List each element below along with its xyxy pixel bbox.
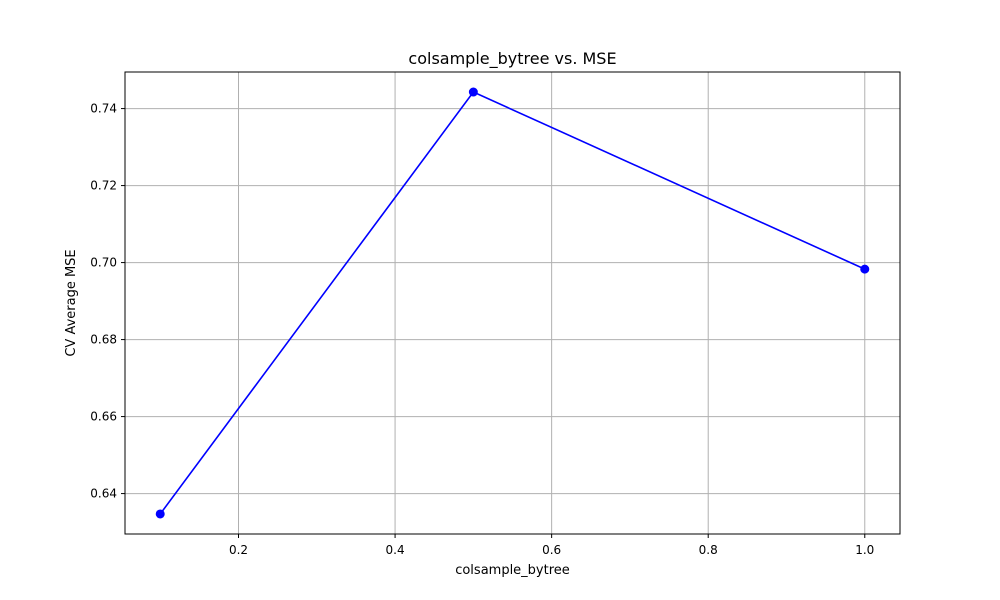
x-tick-label: 0.6 [542,543,561,557]
plot-area-frame [124,71,901,535]
x-tick-label: 0.2 [229,543,248,557]
y-tick-label: 0.74 [90,102,117,116]
y-tick-label: 0.66 [90,410,117,424]
data-point [155,509,165,519]
x-tick-label: 0.4 [386,543,405,557]
grid [125,72,900,534]
x-tick-label: 1.0 [855,543,874,557]
y-tick-label: 0.64 [90,487,117,501]
ticks: 0.2 0.4 0.6 0.8 1.0 0.64 0.66 0.68 0.70 0.72 0.74 [90,102,874,557]
y-tick-label: 0.70 [90,256,117,270]
x-tick-label: 0.8 [699,543,718,557]
y-tick-label: 0.68 [90,333,117,347]
data-point [860,264,870,274]
series-layer [155,87,870,519]
data-point [468,87,478,97]
x-axis-label: colsample_bytree [455,563,570,578]
chart-title: colsample_bytree vs. MSE [408,49,616,69]
y-axis-label: CV Average MSE [64,249,79,356]
y-tick-label: 0.72 [90,179,117,193]
